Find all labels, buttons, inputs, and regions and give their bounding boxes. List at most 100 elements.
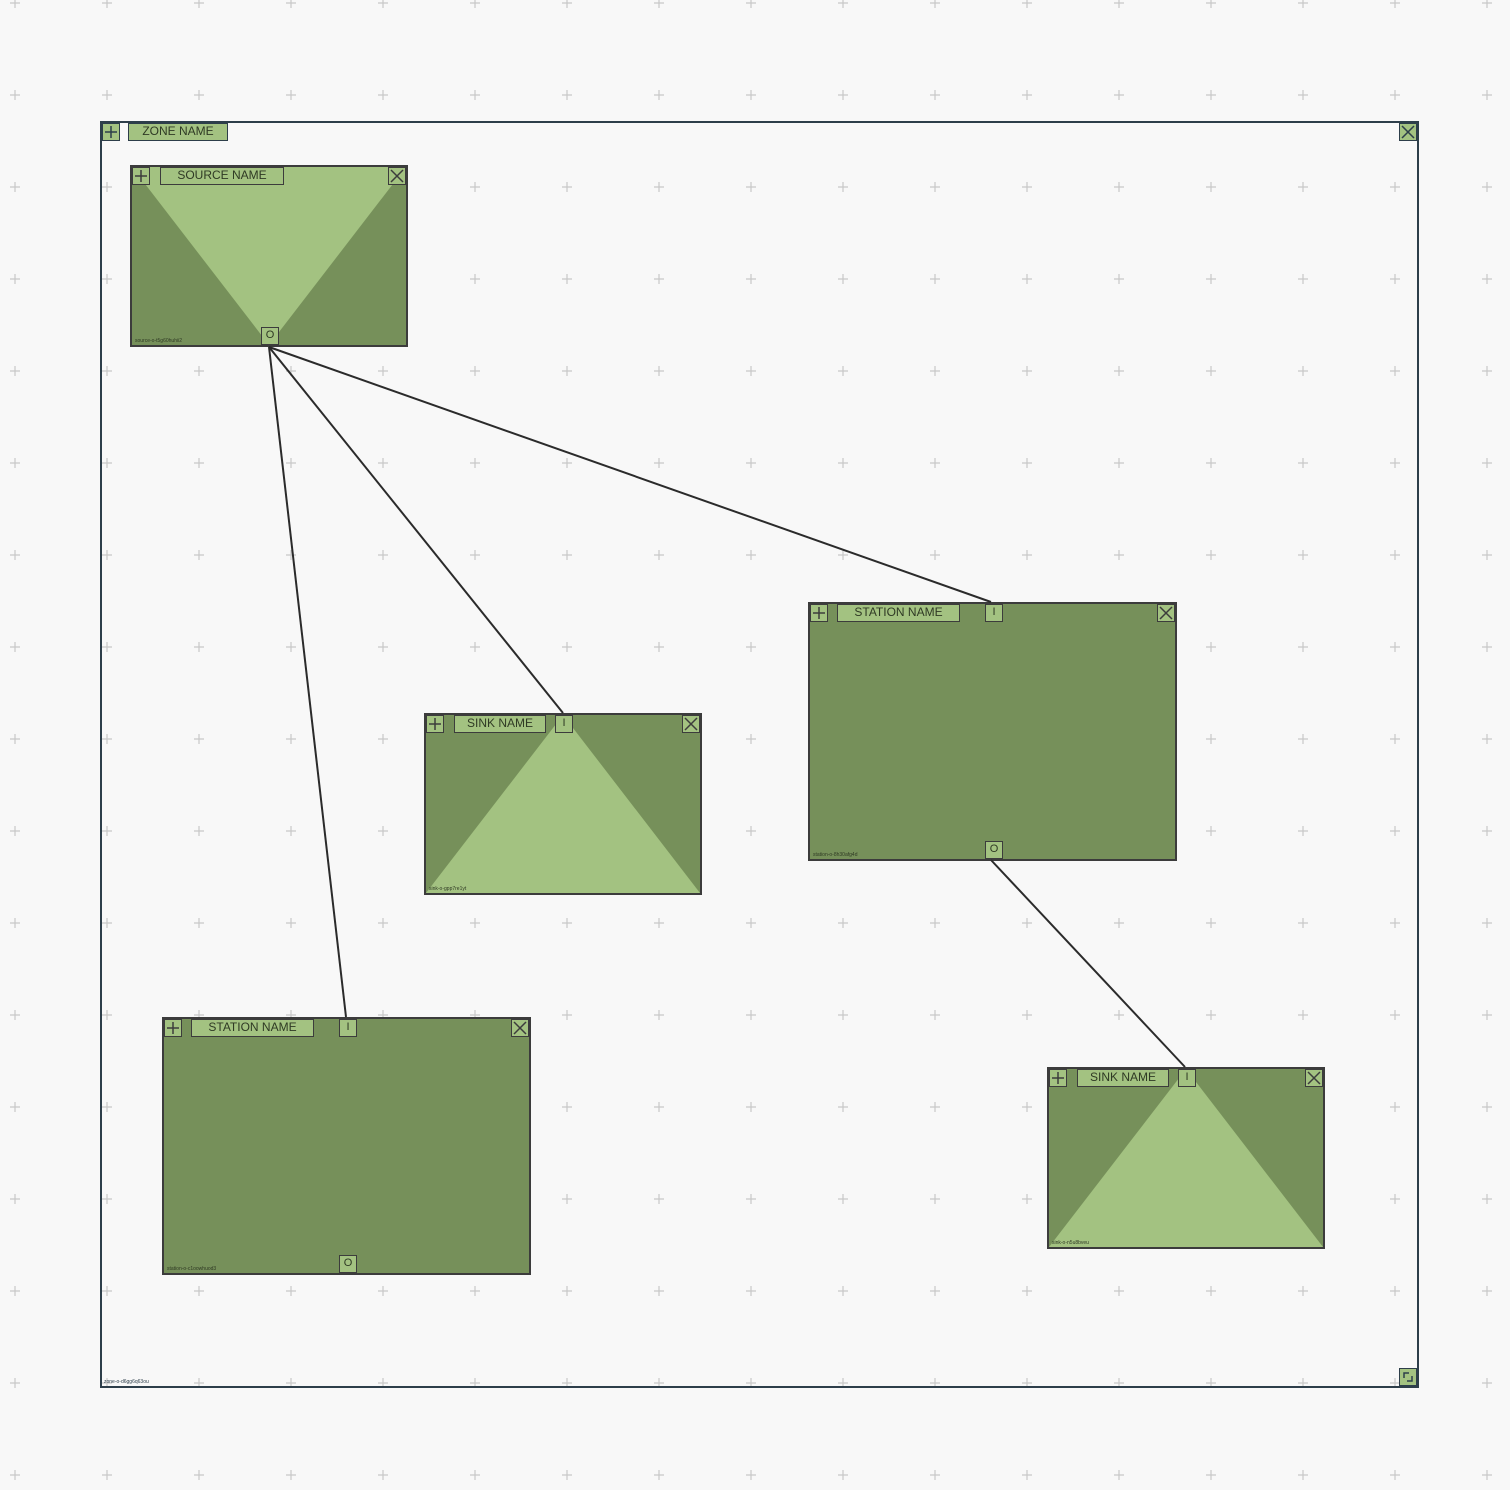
sink-name-label[interactable]: SINK NAME bbox=[454, 715, 546, 733]
grid-plus-mark bbox=[838, 274, 848, 284]
grid-plus-mark bbox=[1298, 0, 1308, 8]
grid-plus-mark bbox=[1206, 458, 1216, 468]
grid-plus-mark bbox=[562, 182, 572, 192]
grid-plus-mark bbox=[1482, 642, 1492, 652]
grid-plus-mark bbox=[1206, 90, 1216, 100]
station-add-button[interactable] bbox=[164, 1019, 182, 1037]
zone-add-button[interactable] bbox=[102, 123, 120, 141]
grid-plus-mark bbox=[930, 1470, 940, 1480]
grid-plus-mark bbox=[10, 1102, 20, 1112]
grid-plus-mark bbox=[10, 826, 20, 836]
close-icon bbox=[684, 717, 698, 731]
grid-plus-mark bbox=[838, 182, 848, 192]
grid-plus-mark bbox=[1390, 0, 1400, 8]
grid-plus-mark bbox=[1206, 366, 1216, 376]
sink-close-button[interactable] bbox=[1305, 1069, 1323, 1087]
grid-plus-mark bbox=[562, 274, 572, 284]
station-input-port[interactable]: I bbox=[339, 1019, 357, 1037]
grid-plus-mark bbox=[470, 1470, 480, 1480]
station-close-button[interactable] bbox=[1157, 604, 1175, 622]
grid-plus-mark bbox=[930, 1286, 940, 1296]
grid-plus-mark bbox=[654, 182, 664, 192]
grid-plus-mark bbox=[654, 1010, 664, 1020]
sink-add-button[interactable] bbox=[426, 715, 444, 733]
source-close-button[interactable] bbox=[388, 167, 406, 185]
grid-plus-mark bbox=[378, 1286, 388, 1296]
grid-plus-mark bbox=[194, 366, 204, 376]
zone-name-label[interactable]: ZONE NAME bbox=[128, 123, 228, 141]
station-input-port[interactable]: I bbox=[985, 604, 1003, 622]
grid-plus-mark bbox=[194, 0, 204, 8]
grid-plus-mark bbox=[10, 642, 20, 652]
grid-plus-mark bbox=[654, 1286, 664, 1296]
station-output-port[interactable]: O bbox=[985, 841, 1003, 859]
station-id-text: station-o-c1oowhuod3 bbox=[167, 1266, 217, 1272]
grid-plus-mark bbox=[1114, 458, 1124, 468]
station-name-label[interactable]: STATION NAME bbox=[191, 1019, 314, 1037]
sink-add-button[interactable] bbox=[1049, 1069, 1067, 1087]
sink-input-port[interactable]: I bbox=[1178, 1069, 1196, 1087]
zone-close-button[interactable] bbox=[1399, 123, 1417, 141]
grid-plus-mark bbox=[654, 0, 664, 8]
sink-name-label[interactable]: SINK NAME bbox=[1077, 1069, 1169, 1087]
sink-input-port[interactable]: I bbox=[555, 715, 573, 733]
close-icon bbox=[513, 1021, 527, 1035]
grid-plus-mark bbox=[1022, 182, 1032, 192]
grid-plus-mark bbox=[102, 1102, 112, 1112]
grid-plus-mark bbox=[746, 90, 756, 100]
sink-node[interactable]: SINK NAME I sink-o-gpp7re1yt bbox=[424, 713, 702, 895]
grid-plus-mark bbox=[1482, 182, 1492, 192]
grid-plus-mark bbox=[102, 918, 112, 928]
station-close-button[interactable] bbox=[511, 1019, 529, 1037]
grid-plus-mark bbox=[746, 0, 756, 8]
grid-plus-mark bbox=[1022, 1470, 1032, 1480]
grid-plus-mark bbox=[654, 1194, 664, 1204]
source-id-text: source-o-t5g60huhii2 bbox=[135, 338, 182, 344]
grid-plus-mark bbox=[838, 1470, 848, 1480]
plus-icon bbox=[429, 718, 441, 730]
grid-plus-mark bbox=[1114, 550, 1124, 560]
grid-plus-mark bbox=[838, 1102, 848, 1112]
station-node[interactable]: STATION NAME I O station-o-8h30afg4d bbox=[808, 602, 1177, 861]
grid-plus-mark bbox=[654, 918, 664, 928]
grid-plus-mark bbox=[102, 1194, 112, 1204]
source-add-button[interactable] bbox=[132, 167, 150, 185]
sink-close-button[interactable] bbox=[682, 715, 700, 733]
grid-plus-mark bbox=[1482, 1010, 1492, 1020]
grid-plus-mark bbox=[286, 1470, 296, 1480]
sink-triangle-shape bbox=[1049, 1069, 1323, 1247]
grid-plus-mark bbox=[102, 734, 112, 744]
grid-plus-mark bbox=[1390, 734, 1400, 744]
grid-plus-mark bbox=[930, 918, 940, 928]
source-name-label[interactable]: SOURCE NAME bbox=[160, 167, 284, 185]
grid-plus-mark bbox=[1298, 458, 1308, 468]
grid-plus-mark bbox=[10, 1378, 20, 1388]
zone-container[interactable]: ZONE NAME zone-o-d6gg6q63ou bbox=[100, 121, 1419, 1388]
grid-plus-mark bbox=[1298, 734, 1308, 744]
grid-plus-mark bbox=[102, 826, 112, 836]
grid-plus-mark bbox=[470, 1286, 480, 1296]
grid-plus-mark bbox=[194, 90, 204, 100]
grid-plus-mark bbox=[1022, 1194, 1032, 1204]
station-node[interactable]: STATION NAME I O station-o-c1oowhuod3 bbox=[162, 1017, 531, 1275]
grid-plus-mark bbox=[746, 1470, 756, 1480]
zone-resize-handle[interactable] bbox=[1399, 1368, 1417, 1386]
grid-plus-mark bbox=[1114, 274, 1124, 284]
grid-plus-mark bbox=[286, 0, 296, 8]
grid-plus-mark bbox=[1298, 918, 1308, 928]
grid-plus-mark bbox=[1022, 1286, 1032, 1296]
grid-plus-mark bbox=[1298, 90, 1308, 100]
grid-plus-mark bbox=[746, 918, 756, 928]
source-output-port[interactable]: O bbox=[261, 327, 279, 345]
grid-plus-mark bbox=[102, 0, 112, 8]
source-node[interactable]: SOURCE NAME O source-o-t5g60huhii2 bbox=[130, 165, 408, 347]
grid-plus-mark bbox=[1298, 1470, 1308, 1480]
station-add-button[interactable] bbox=[810, 604, 828, 622]
close-icon bbox=[1401, 125, 1415, 139]
sink-node[interactable]: SINK NAME I sink-o-n5u8bveu bbox=[1047, 1067, 1325, 1249]
station-output-port[interactable]: O bbox=[339, 1255, 357, 1273]
grid-plus-mark bbox=[1022, 550, 1032, 560]
grid-plus-mark bbox=[10, 458, 20, 468]
station-name-label[interactable]: STATION NAME bbox=[837, 604, 960, 622]
